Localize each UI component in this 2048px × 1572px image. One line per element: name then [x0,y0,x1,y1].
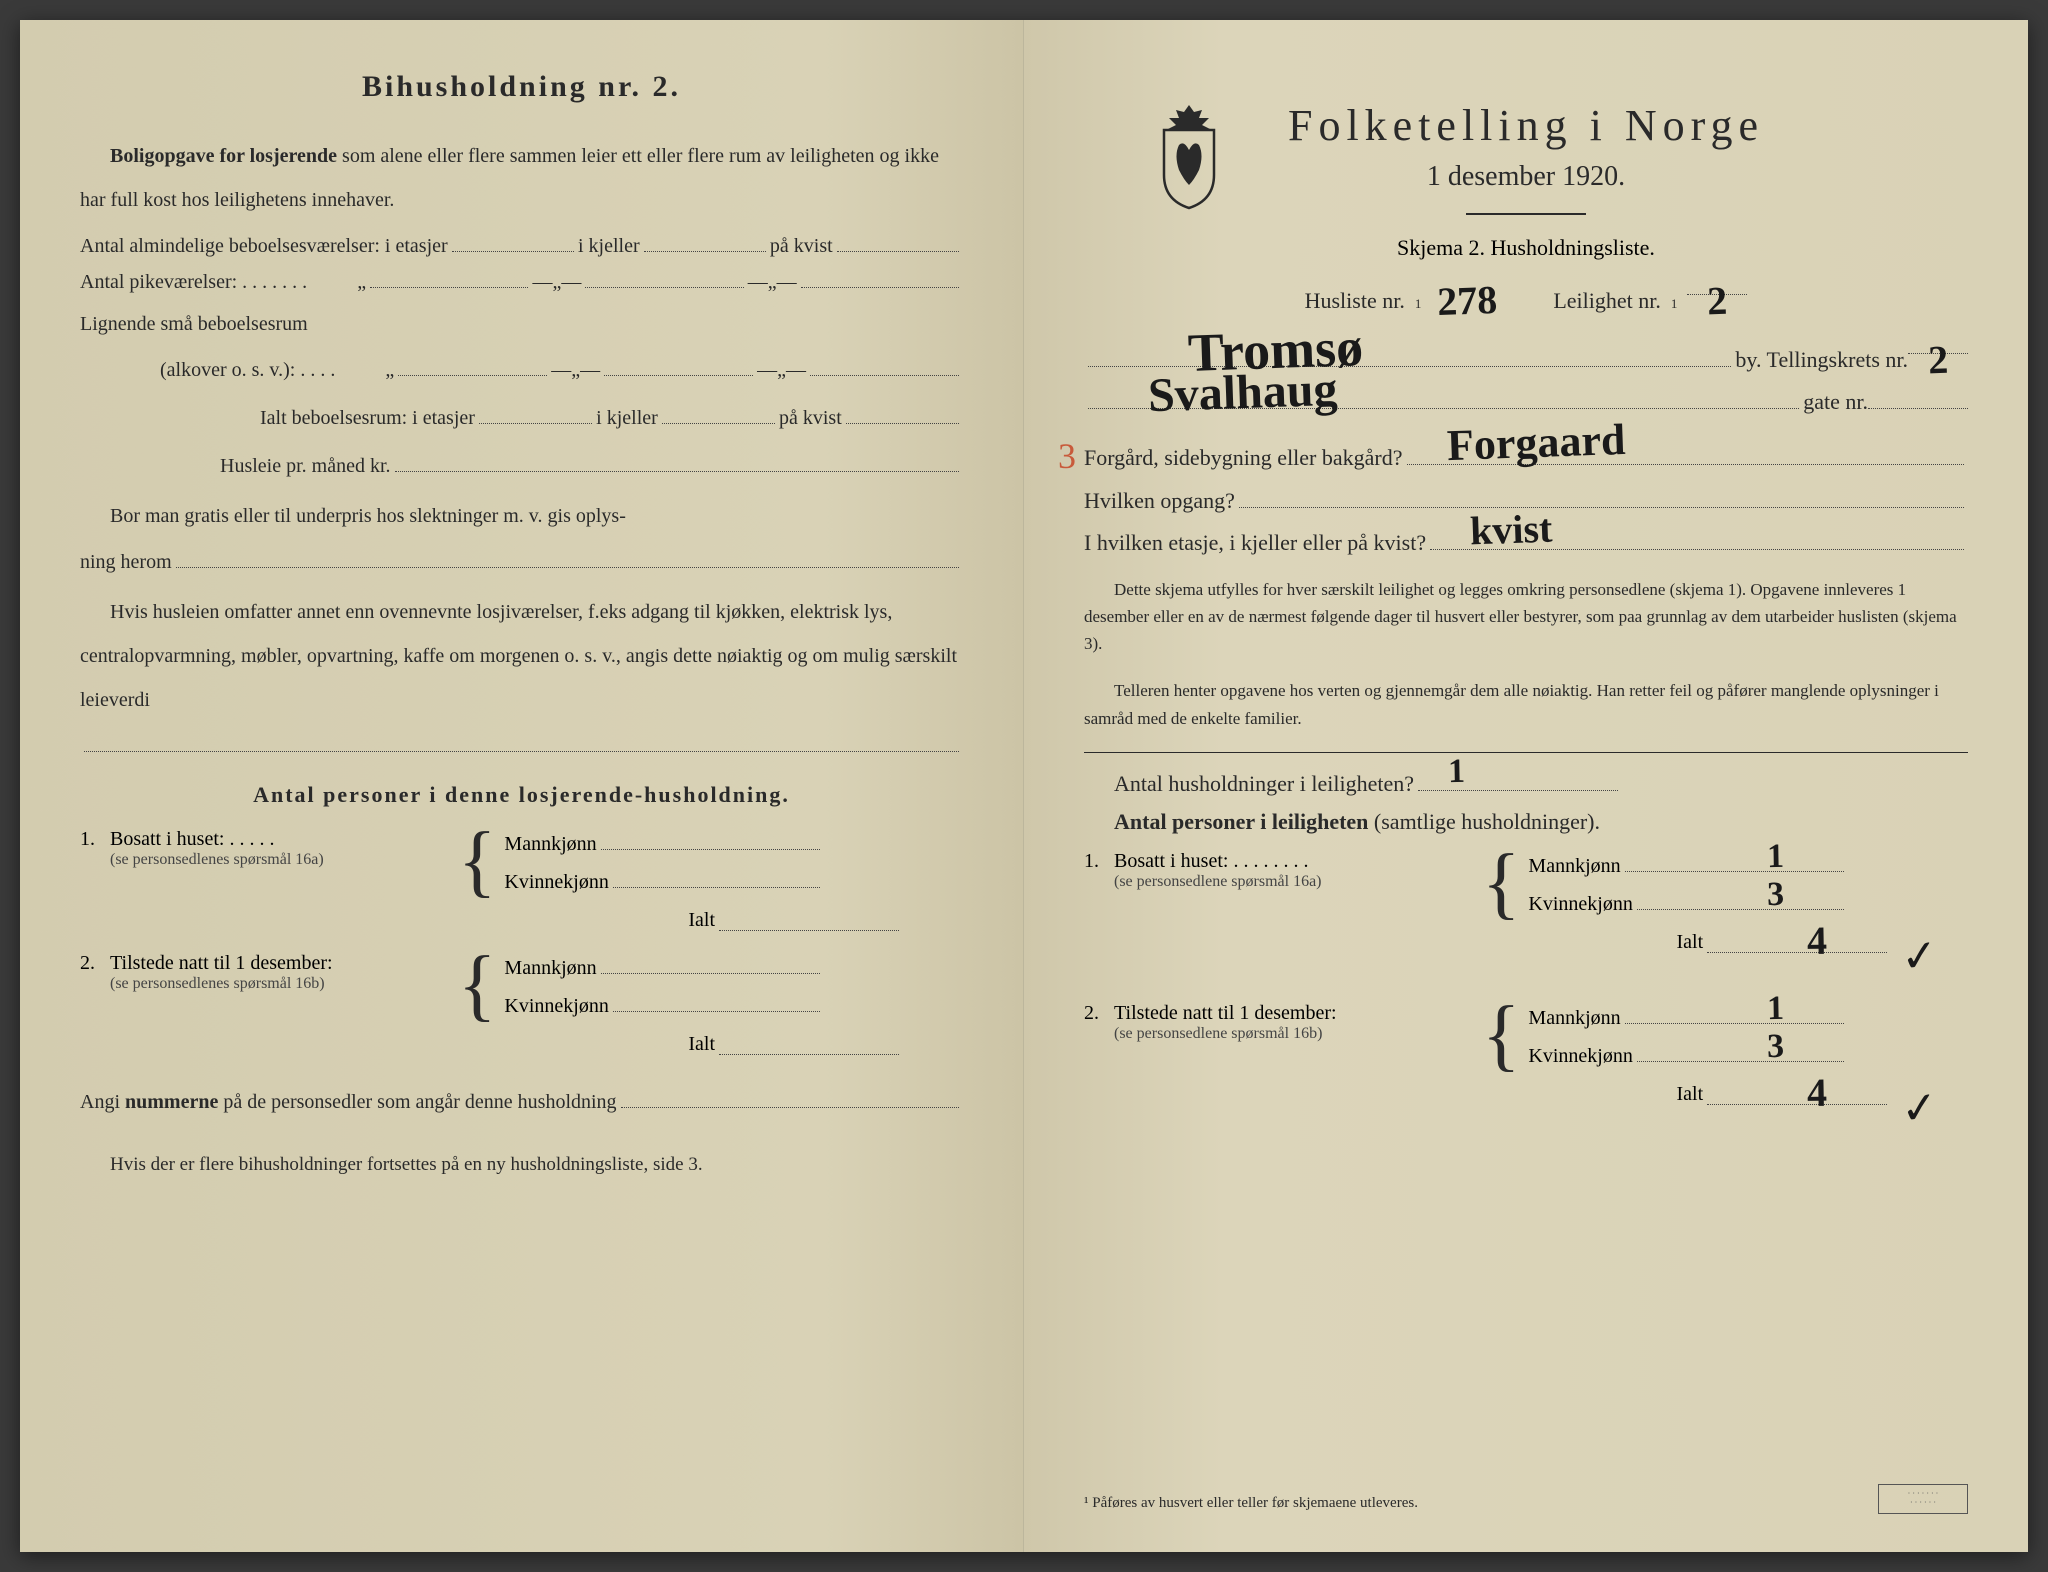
row-ning: ning herom [80,546,963,574]
brace-icon: { [1482,853,1520,913]
coat-of-arms-icon [1144,100,1234,210]
left-item-1: 1. Bosatt i huset: . . . . . (se persons… [80,828,963,894]
antal-pers-title: Antal personer i leiligheten (samtlige h… [1084,809,1968,835]
footnote: ¹ Påføres av husvert eller teller før sk… [1084,1495,1418,1512]
gate-value: Svalhaug [1147,362,1338,424]
row-lign1: Lignende små beboelsesrum [80,302,963,346]
left-title: Bihusholdning nr. 2. [80,70,963,104]
b1-mann-value: 1 [1767,838,1785,876]
intro-bold: Boligopgave for losjerende [110,145,337,167]
krets-value: 2 [1927,336,1949,384]
row-etasje: I hvilken etasje, i kjeller eller på kvi… [1084,526,1968,556]
row-lign2: (alkover o. s. v.): . . . . „ —„— —„— [80,354,963,382]
row-hvis: Hvis husleien omfatter annet enn ovennev… [80,590,963,722]
forgard-value: Forgaard [1446,414,1626,471]
b2-ialt-value: 4 [1807,1069,1828,1116]
row-ialt-beb: Ialt beboelsesrum: i etasjer i kjeller p… [80,402,963,430]
row-pike: Antal pikeværelser: . . . . . . . „ —„— … [80,266,963,294]
check-mark-icon: ✓ [1899,1081,1940,1135]
red-3-mark: 3 [1058,435,1076,477]
row-antal-alm: Antal almindelige beboelsesværelser: i e… [80,230,963,258]
row-antal-hush: Antal husholdninger i leiligheten? 1 [1084,767,1968,797]
b1-ialt-value: 4 [1807,917,1828,964]
row-husleie: Husleie pr. måned kr. [80,450,963,478]
brace-icon: { [458,955,496,1015]
etasje-value: kvist [1469,504,1553,554]
right-item-2: 2. Tilstede natt til 1 desember: (se per… [1084,1002,1968,1068]
left-item-2: 2. Tilstede natt til 1 desember: (se per… [80,952,963,1018]
right-page: Folketelling i Norge 1 desember 1920. Sk… [1024,20,2028,1552]
husliste-value: 278 [1437,276,1499,325]
left-page: Bihusholdning nr. 2. Boligopgave for los… [20,20,1024,1552]
brace-icon: { [1482,1005,1520,1065]
fine-print-2: Telleren henter opgavene hos verten og g… [1084,677,1968,731]
row-hvis-flere: Hvis der er flere bihusholdninger fortse… [80,1144,963,1186]
fine-print-1: Dette skjema utfylles for hver særskilt … [1084,576,1968,658]
skjema-row: Skjema 2. Husholdningsliste. [1084,235,1968,261]
b2-kvinne-value: 3 [1767,1028,1785,1066]
row-angi: Angi nummerne på de personsedler som ang… [80,1086,963,1114]
intro-paragraph: Boligopgave for losjerende som alene ell… [80,134,963,222]
row-forgard: 3 Forgård, sidebygning eller bakgård? Fo… [1084,441,1968,471]
row-gate: Svalhaug gate nr. [1084,385,1968,415]
right-item-1: 1. Bosatt i huset: . . . . . . . . (se p… [1084,850,1968,916]
check-mark-icon: ✓ [1899,929,1940,983]
brace-icon: { [458,831,496,891]
b2-mann-value: 1 [1767,990,1785,1028]
hr [1084,752,1968,753]
leilighet-value: 2 [1707,277,1729,325]
left-section-title: Antal personer i denne losjerende-hushol… [80,782,963,808]
document-spread: Bihusholdning nr. 2. Boligopgave for los… [20,20,2028,1552]
printer-stamp: · · · · · · ·· · · · · · [1878,1484,1968,1514]
b1-kvinne-value: 3 [1767,876,1785,914]
divider [1466,213,1586,215]
row-bor: Bor man gratis eller til underpris hos s… [80,494,963,538]
antal-hush-value: 1 [1448,753,1466,791]
row-husliste: Husliste nr.1 278 Leilighet nr.1 2 [1084,271,1968,318]
